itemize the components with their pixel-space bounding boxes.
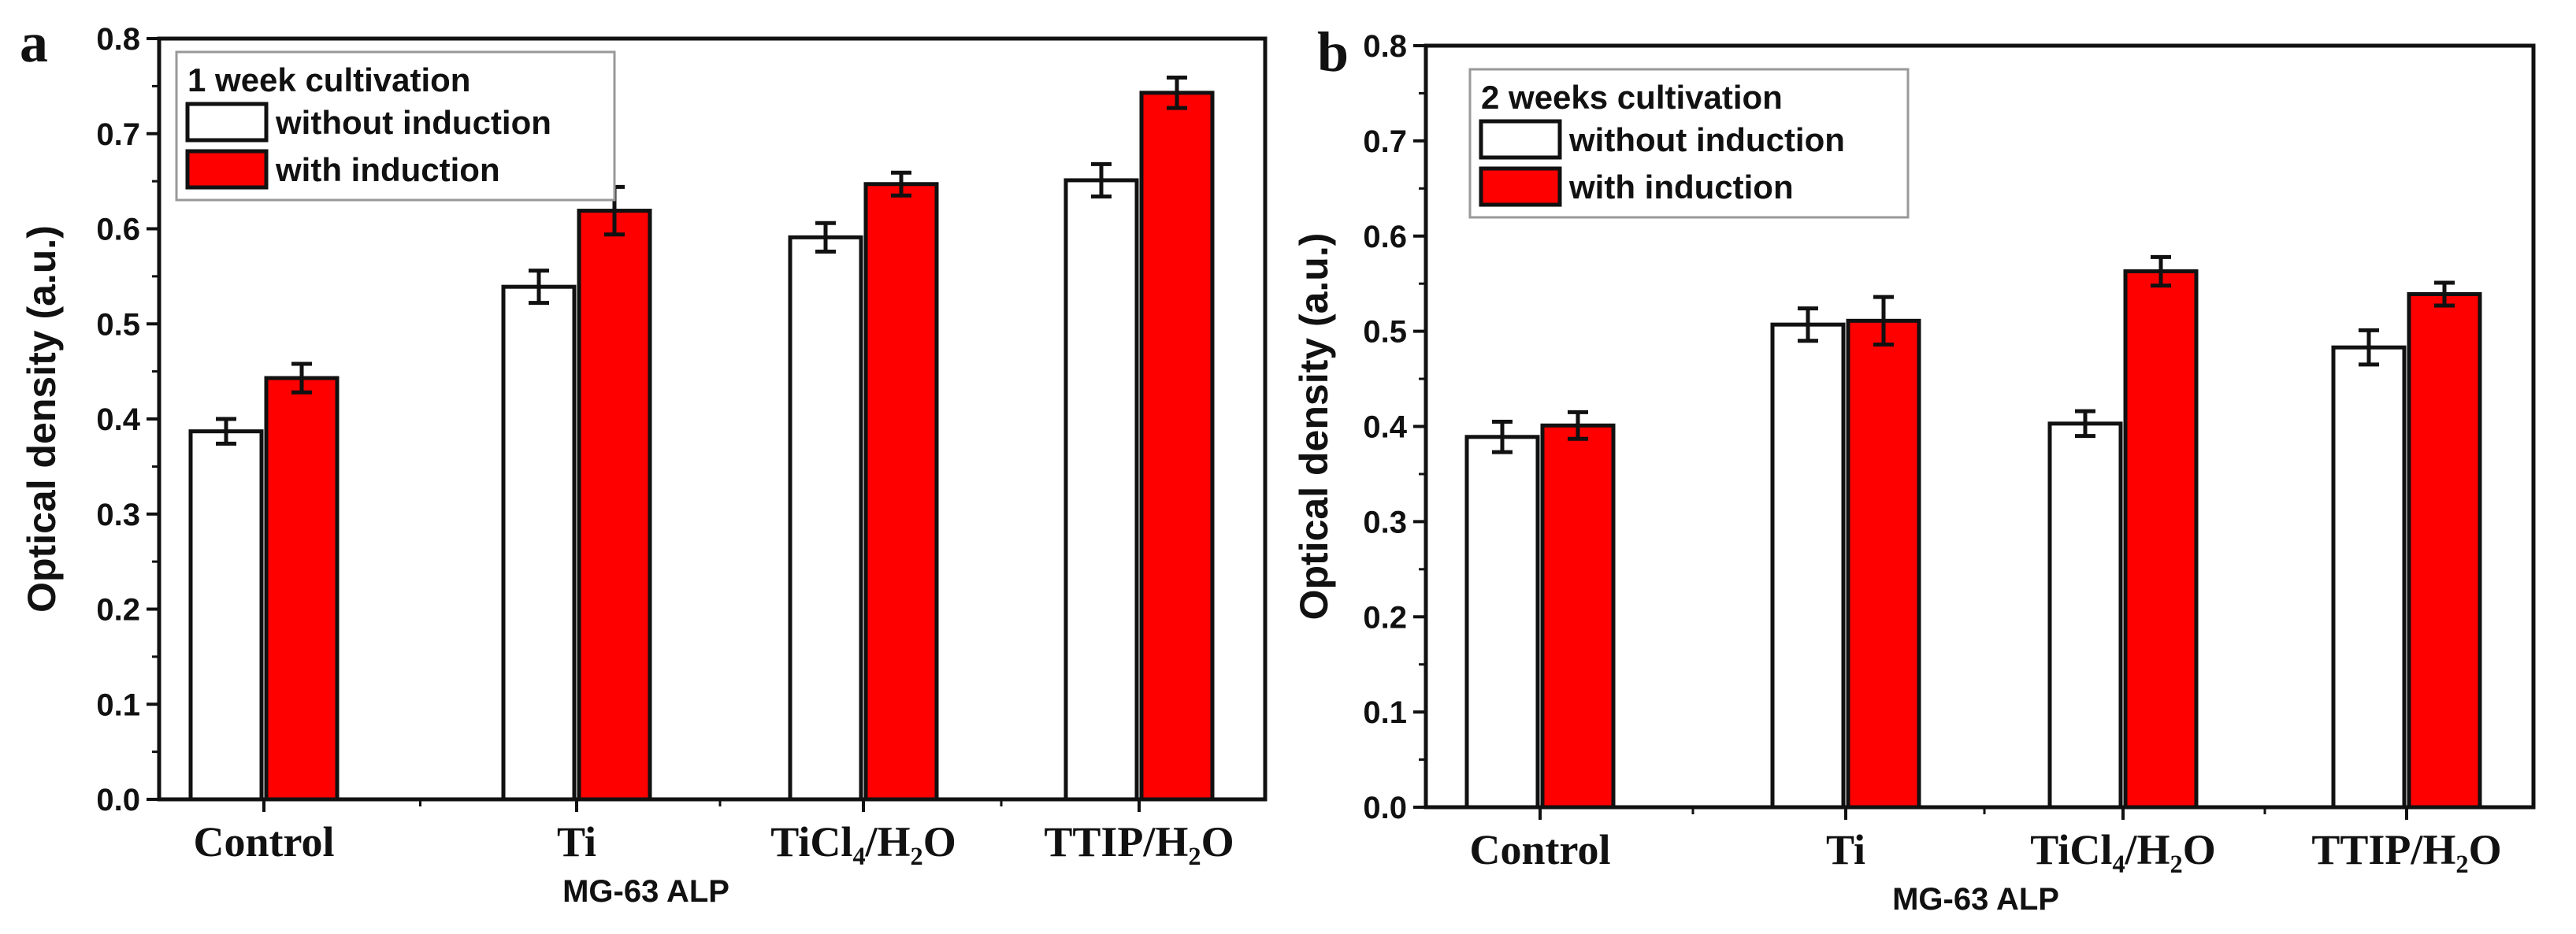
category-label: TiCl₄/H₂O bbox=[770, 818, 956, 865]
legend: 1 week cultivation without induction with … bbox=[175, 50, 616, 202]
legend-title: 1 week cultivation bbox=[187, 61, 470, 98]
category-label: TTIP/H₂O bbox=[1044, 818, 1234, 865]
y-tick-label: 0.6 bbox=[1363, 220, 1407, 254]
chart-panel-a: a Control Ti TiCl₄/H₂O TTIP/H₂O 0.0 0.1 0.2 0.3 0… bbox=[20, 11, 1268, 909]
category-label: TTIP/H₂O bbox=[2311, 826, 2501, 873]
legend-swatch-with-induction bbox=[1479, 166, 1562, 207]
bar-with-induction bbox=[1139, 91, 1215, 802]
category-label: TiCl₄/H₂O bbox=[2030, 826, 2215, 873]
x-axis-title: MG-63 ALP bbox=[1892, 882, 2059, 917]
y-tick-label: 0.0 bbox=[1363, 791, 1407, 825]
bar-without-induction bbox=[1063, 178, 1139, 802]
y-tick-label: 0.1 bbox=[1363, 695, 1407, 730]
legend: 2 weeks cultivation without induction with… bbox=[1468, 68, 1910, 219]
bar-without-induction bbox=[1770, 322, 1846, 810]
legend-swatch-without-induction bbox=[185, 102, 269, 143]
y-tick-label: 0.0 bbox=[96, 783, 140, 817]
y-tick-label: 0.3 bbox=[96, 498, 140, 532]
bar-without-induction bbox=[788, 235, 863, 802]
x-axis-title: MG-63 ALP bbox=[562, 874, 729, 909]
y-tick-label: 0.1 bbox=[96, 688, 140, 722]
bar-with-induction bbox=[1846, 318, 1921, 810]
y-axis-title: Optical density (a.u.) bbox=[1292, 233, 1336, 621]
y-tick-label: 0.4 bbox=[96, 402, 140, 437]
bar-with-induction bbox=[2407, 291, 2482, 810]
bar-with-induction bbox=[1540, 423, 1616, 810]
y-tick-label: 0.7 bbox=[96, 117, 140, 152]
legend-label: without induction bbox=[1568, 121, 1845, 158]
bar-with-induction bbox=[577, 209, 652, 802]
chart-panel-b: b Control Ti TiCl₄/H₂O TTIP/H₂O 0.0 0.1 0.2 0.3 0… bbox=[1292, 20, 2536, 917]
panel-letter: b bbox=[1317, 20, 1349, 83]
y-axis-title: Optical density (a.u.) bbox=[20, 225, 64, 613]
category-label: Ti bbox=[557, 818, 596, 865]
legend-label: with induction bbox=[1568, 169, 1794, 206]
y-tick-label: 0.5 bbox=[96, 307, 140, 342]
panel-letter: a bbox=[20, 11, 48, 74]
category-label: Control bbox=[1469, 826, 1610, 873]
bar-with-induction bbox=[863, 182, 939, 802]
bar-with-induction bbox=[264, 376, 340, 802]
bar-without-induction bbox=[1464, 435, 1540, 810]
bar-without-induction bbox=[2047, 421, 2123, 810]
y-tick-label: 0.6 bbox=[96, 213, 140, 247]
category-label: Ti bbox=[1826, 826, 1865, 873]
legend-swatch-without-induction bbox=[1479, 119, 1562, 160]
legend-swatch-with-induction bbox=[185, 149, 269, 190]
y-tick-label: 0.8 bbox=[96, 22, 140, 57]
y-tick-label: 0.3 bbox=[1363, 505, 1407, 539]
bar-with-induction bbox=[2123, 269, 2199, 810]
y-tick-label: 0.8 bbox=[1363, 29, 1407, 64]
y-tick-label: 0.7 bbox=[1363, 124, 1407, 159]
category-label: Control bbox=[193, 818, 334, 865]
y-tick-label: 0.4 bbox=[1363, 410, 1407, 445]
y-tick-label: 0.2 bbox=[96, 593, 140, 628]
bar-without-induction bbox=[2331, 345, 2407, 810]
legend-title: 2 weeks cultivation bbox=[1481, 79, 1783, 116]
y-tick-label: 0.5 bbox=[1363, 315, 1407, 350]
legend-label: with induction bbox=[275, 151, 500, 188]
y-tick-label: 0.2 bbox=[1363, 600, 1407, 635]
legend-label: without induction bbox=[275, 104, 551, 141]
bar-without-induction bbox=[188, 429, 264, 802]
bar-without-induction bbox=[501, 284, 577, 802]
